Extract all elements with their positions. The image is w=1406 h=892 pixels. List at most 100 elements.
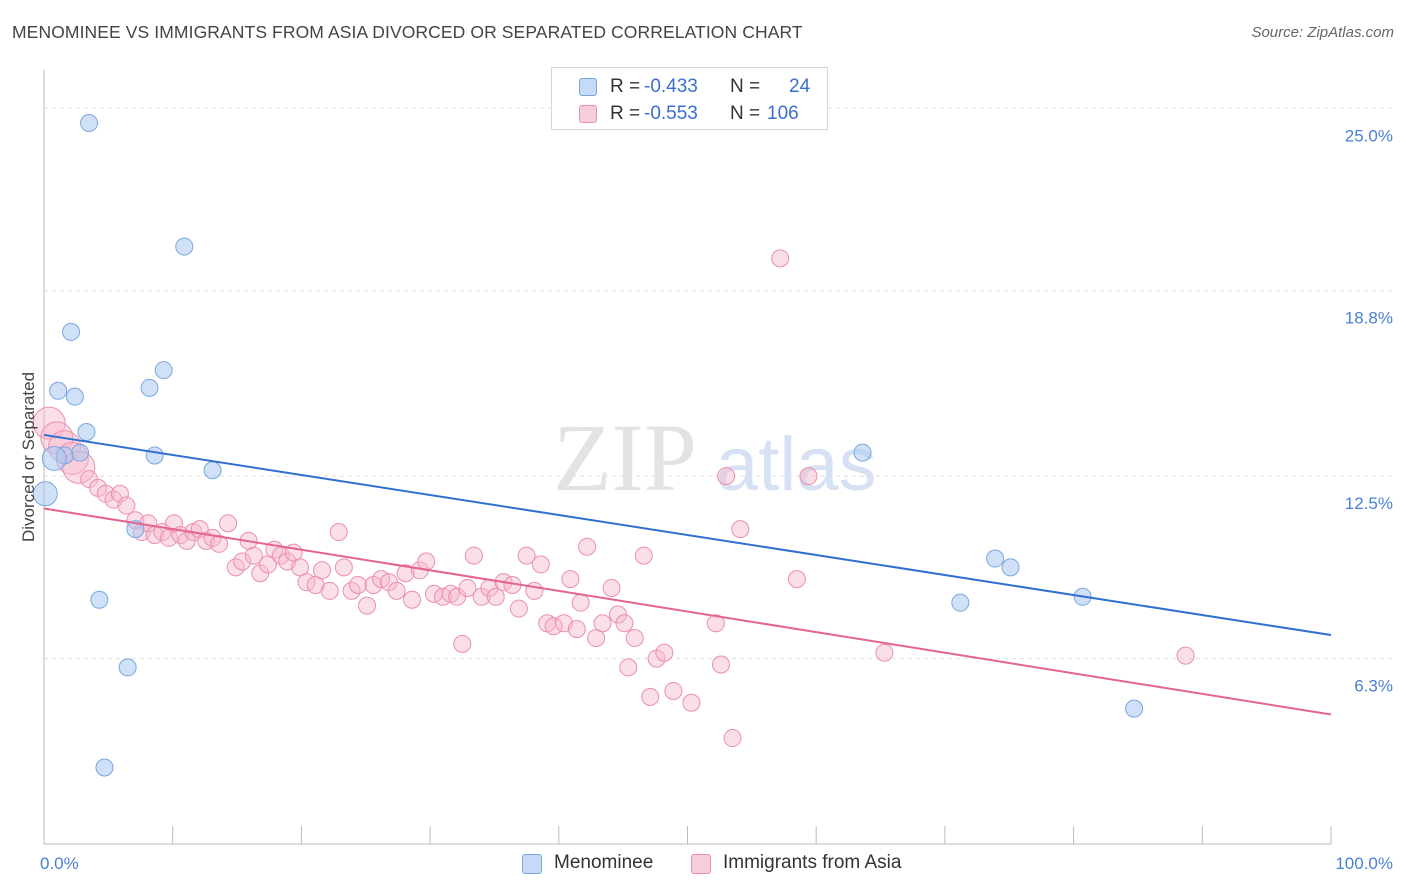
immigrants-from-asia-point <box>1176 646 1195 665</box>
immigrants-from-asia-point <box>396 564 415 583</box>
menominee-point <box>80 113 99 132</box>
menominee-point <box>1125 699 1144 718</box>
legend-swatch-blue <box>579 78 597 96</box>
immigrants-from-asia-point <box>641 687 660 706</box>
bottom-legend-swatch-pink <box>691 854 711 874</box>
y-axis-label: Divorced or Separated <box>19 372 38 542</box>
y-tick-label: 25.0% <box>1345 126 1393 145</box>
trend-lines <box>43 433 1332 716</box>
x-tick-label: 100.0% <box>1335 854 1393 873</box>
legend-r-value: -0.433 <box>644 76 698 97</box>
immigrants-from-asia-point <box>164 514 183 533</box>
immigrants-from-asia-point <box>875 643 894 662</box>
menominee-point <box>986 549 1005 568</box>
immigrants-from-asia-point <box>771 249 790 268</box>
immigrants-from-asia-point <box>517 546 536 565</box>
watermark-zip: ZIP <box>553 404 697 511</box>
stats-legend: R = -0.433 N = 24 R = -0.553 N = 106 <box>551 67 828 130</box>
menominee-point <box>853 443 872 462</box>
immigrants-from-asia-point <box>233 552 252 571</box>
immigrants-from-asia-point <box>723 729 742 748</box>
immigrants-from-asia-trend-line <box>43 507 1332 716</box>
immigrants-from-asia-point <box>602 578 621 597</box>
bottom-legend-label: Immigrants from Asia <box>723 852 902 873</box>
immigrants-from-asia-point <box>387 581 406 600</box>
legend-r-label: R = <box>610 76 641 97</box>
legend-n-label: N = <box>730 103 761 124</box>
immigrants-from-asia-point <box>634 546 653 565</box>
menominee-point <box>71 443 90 462</box>
legend-swatch-pink <box>579 105 597 123</box>
legend-n-label: N = <box>730 76 761 97</box>
menominee-point <box>62 322 81 341</box>
immigrants-from-asia-point <box>544 617 563 636</box>
menominee-point <box>32 481 58 507</box>
menominee-point <box>65 387 84 406</box>
immigrants-from-asia-point <box>358 596 377 615</box>
legend-r-value: -0.553 <box>644 103 698 124</box>
y-tick-label: 6.3% <box>1354 677 1393 696</box>
immigrants-from-asia-point <box>593 614 612 633</box>
menominee-point <box>145 446 164 465</box>
menominee-point <box>41 445 67 471</box>
immigrants-from-asia-point <box>244 546 263 565</box>
menominee-point <box>118 658 137 677</box>
menominee-trend-line <box>43 433 1332 637</box>
immigrants-from-asia-point <box>312 561 331 580</box>
immigrants-from-asia-point <box>799 467 818 486</box>
axis-labels: 25.0% 18.8% 12.5% 6.3% 0.0% 100.0% Divorced or… <box>19 126 1393 873</box>
immigrants-from-asia-point <box>571 593 590 612</box>
immigrants-from-asia-point <box>219 514 238 533</box>
immigrants-from-asia-point <box>706 614 725 633</box>
menominee-point <box>126 520 145 539</box>
y-tick-label: 12.5% <box>1345 494 1393 513</box>
immigrants-from-asia-point <box>117 496 136 515</box>
menominee-point <box>154 361 173 380</box>
immigrants-from-asia-point <box>110 484 129 503</box>
immigrants-from-asia-point <box>210 534 229 553</box>
bottom-legend-swatch-blue <box>522 854 542 874</box>
immigrants-from-asia-point <box>453 634 472 653</box>
menominee-point <box>203 461 222 480</box>
immigrants-from-asia-point <box>458 578 477 597</box>
immigrants-from-asia-point <box>619 658 638 677</box>
legend-n-value: 106 <box>767 103 799 124</box>
immigrants-from-asia-point <box>320 581 339 600</box>
immigrants-from-asia-point <box>731 520 750 539</box>
immigrants-from-asia-point <box>486 587 505 606</box>
immigrants-from-asia-point <box>664 681 683 700</box>
immigrants-from-asia-point <box>32 406 66 440</box>
chart-title: MENOMINEE VS IMMIGRANTS FROM ASIA DIVORC… <box>12 22 803 42</box>
immigrants-from-asia-point <box>615 614 634 633</box>
immigrants-from-asia-point <box>682 693 701 712</box>
immigrants-from-asia-point <box>403 590 422 609</box>
y-tick-label: 18.8% <box>1345 309 1393 328</box>
immigrants-from-asia-point <box>567 620 586 639</box>
legend-r-label: R = <box>610 103 641 124</box>
x-tick-label: 0.0% <box>40 854 79 873</box>
menominee-point <box>175 237 194 256</box>
gridlines <box>44 107 1392 660</box>
immigrants-from-asia-point <box>334 558 353 577</box>
series-immigrants-from-asia-points <box>32 249 1195 748</box>
source-credit: Source: ZipAtlas.com <box>1251 24 1394 41</box>
series-menominee-points <box>32 113 1144 777</box>
immigrants-from-asia-point <box>787 570 806 589</box>
immigrants-from-asia-point <box>711 655 730 674</box>
menominee-point <box>1001 558 1020 577</box>
bottom-legend-label: Menominee <box>554 852 654 873</box>
menominee-point <box>77 422 96 441</box>
legend-n-value: 24 <box>789 76 811 97</box>
zipatlas-watermark: ZIP atlas <box>553 404 877 511</box>
menominee-point <box>90 590 109 609</box>
immigrants-from-asia-point <box>609 605 628 624</box>
immigrants-from-asia-point <box>525 581 544 600</box>
immigrants-from-asia-point <box>561 570 580 589</box>
immigrants-from-asia-point <box>509 599 528 618</box>
immigrants-from-asia-point <box>464 546 483 565</box>
menominee-point <box>49 381 68 400</box>
immigrants-from-asia-point <box>448 587 467 606</box>
watermark-atlas: atlas <box>716 422 877 507</box>
